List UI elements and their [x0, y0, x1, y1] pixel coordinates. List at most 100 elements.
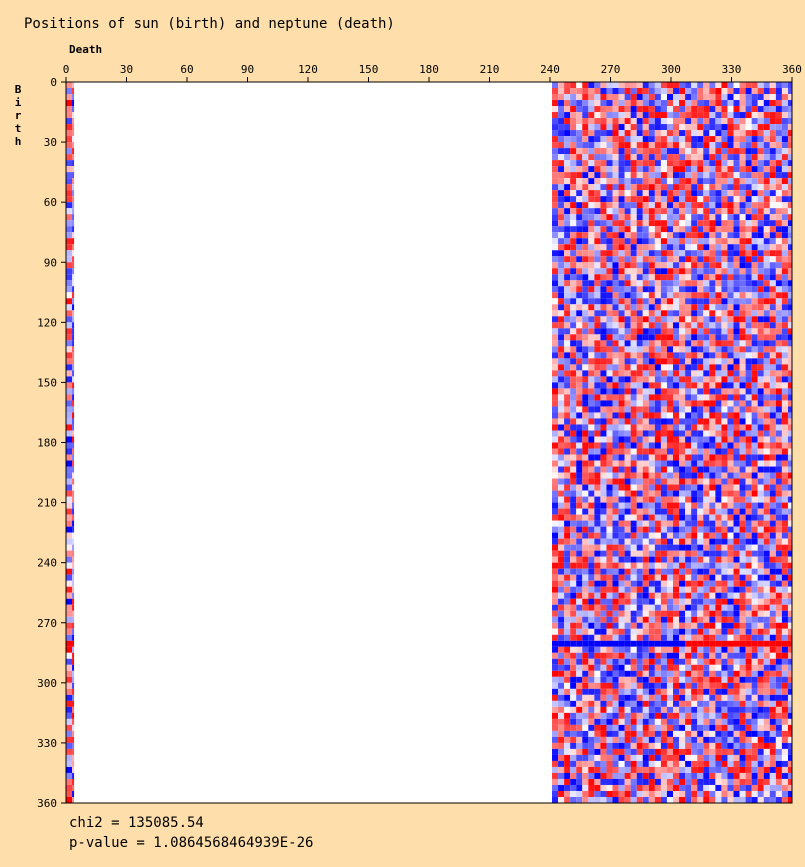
heatmap-cell: [606, 604, 613, 611]
heatmap-cell: [642, 748, 649, 755]
heatmap-cell: [709, 136, 716, 143]
heatmap-cell: [570, 106, 577, 113]
heatmap-cell: [66, 628, 73, 635]
heatmap-cell: [673, 334, 680, 341]
heatmap-cell: [618, 682, 625, 689]
heatmap-cell: [763, 130, 770, 137]
heatmap-cell: [558, 442, 565, 449]
heatmap-cell: [582, 106, 589, 113]
heatmap-cell: [739, 232, 746, 239]
heatmap-cell: [624, 112, 631, 119]
heatmap-cell: [751, 514, 758, 521]
heatmap-cell: [709, 712, 716, 719]
heatmap-cell: [660, 754, 667, 761]
heatmap-cell: [636, 112, 643, 119]
heatmap-cell: [757, 82, 764, 89]
heatmap-cell: [781, 256, 788, 263]
heatmap-cell: [673, 208, 680, 215]
heatmap-cell: [570, 466, 577, 473]
heatmap-cell: [727, 244, 734, 251]
heatmap-cell: [666, 418, 674, 425]
heatmap-cell: [727, 658, 734, 665]
heatmap-cell: [588, 220, 595, 227]
heatmap-cell: [612, 376, 619, 383]
x-tick-label: 210: [480, 63, 500, 76]
heatmap-cell: [703, 346, 710, 353]
heatmap-cell: [781, 178, 788, 185]
heatmap-cell: [630, 760, 637, 767]
heatmap-cell: [709, 334, 716, 341]
heatmap-cell: [763, 526, 770, 533]
heatmap-cell: [594, 352, 601, 359]
heatmap-cell: [648, 736, 655, 743]
heatmap-cell: [648, 688, 655, 695]
heatmap-cell: [594, 220, 601, 227]
heatmap-cell: [769, 238, 776, 245]
heatmap-cell: [606, 142, 613, 149]
heatmap-cell: [745, 490, 752, 497]
heatmap-cell: [594, 190, 601, 197]
heatmap-cell: [606, 328, 613, 335]
heatmap-cell: [751, 406, 758, 413]
heatmap-cell: [564, 664, 571, 671]
heatmap-cell: [654, 364, 661, 371]
heatmap-cell: [757, 610, 764, 617]
heatmap-cell: [775, 574, 782, 581]
heatmap-cell: [751, 160, 758, 167]
heatmap-cell: [769, 256, 776, 263]
heatmap-cell: [703, 250, 710, 257]
heatmap-cell: [691, 640, 698, 647]
heatmap-cell: [666, 538, 674, 545]
heatmap-cell: [697, 634, 704, 641]
heatmap-cell: [72, 454, 75, 461]
heatmap-cell: [564, 466, 571, 473]
heatmap-cell: [654, 682, 661, 689]
heatmap-cell: [594, 208, 601, 215]
heatmap-cell: [763, 178, 770, 185]
heatmap-cell: [775, 94, 782, 101]
heatmap-cell: [624, 538, 631, 545]
heatmap-cell: [552, 346, 559, 353]
heatmap-cell: [570, 670, 577, 677]
heatmap-cell: [570, 658, 577, 665]
heatmap-cell: [66, 718, 73, 725]
heatmap-cell: [697, 550, 704, 557]
heatmap-cell: [66, 352, 73, 359]
heatmap-cell: [691, 388, 698, 395]
heatmap-cell: [618, 262, 625, 269]
heatmap-cell: [751, 796, 758, 803]
heatmap-cell: [781, 424, 788, 431]
heatmap-cell: [781, 274, 788, 281]
heatmap-cell: [576, 538, 583, 545]
heatmap-cell: [703, 268, 710, 275]
heatmap-cell: [582, 532, 589, 539]
heatmap-cell: [66, 160, 73, 167]
heatmap-cell: [739, 256, 746, 263]
heatmap-cell: [769, 772, 776, 779]
heatmap-cell: [66, 538, 73, 545]
heatmap-cell: [66, 262, 73, 269]
heatmap-cell: [739, 778, 746, 785]
heatmap-cell: [72, 382, 75, 389]
heatmap-cell: [703, 574, 710, 581]
heatmap-cell: [630, 214, 637, 221]
heatmap-cell: [751, 424, 758, 431]
heatmap-cell: [552, 196, 559, 203]
heatmap-cell: [775, 580, 782, 587]
heatmap-cell: [721, 352, 728, 359]
heatmap-cell: [72, 406, 75, 413]
heatmap-cell: [775, 364, 782, 371]
heatmap-cell: [552, 400, 559, 407]
heatmap-cell: [612, 574, 619, 581]
heatmap-cell: [564, 136, 571, 143]
heatmap-cell: [570, 766, 577, 773]
heatmap-cell: [763, 544, 770, 551]
heatmap-cell: [757, 604, 764, 611]
heatmap-cell: [576, 766, 583, 773]
heatmap-cell: [630, 616, 637, 623]
heatmap-cell: [691, 598, 698, 605]
heatmap-cell: [660, 700, 667, 707]
heatmap-cell: [612, 418, 619, 425]
heatmap-cell: [673, 232, 680, 239]
heatmap-cell: [582, 694, 589, 701]
